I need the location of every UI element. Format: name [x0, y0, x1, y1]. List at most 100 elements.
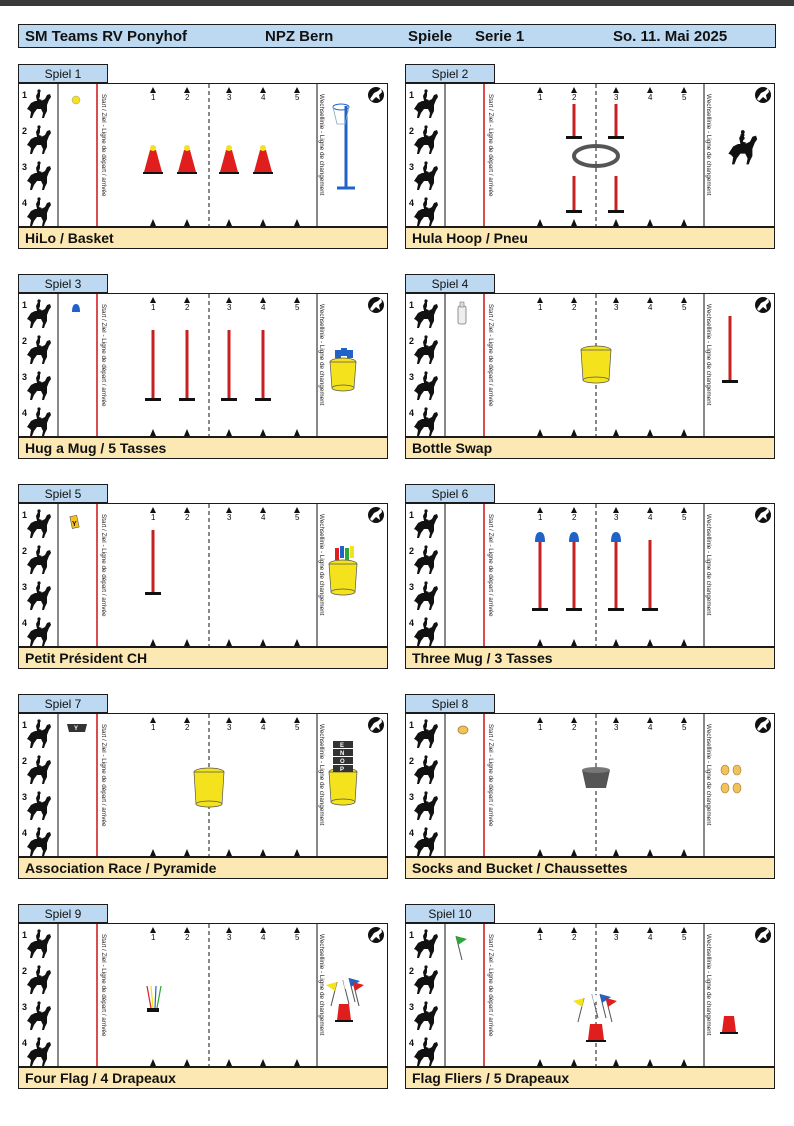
position-number: 4: [261, 933, 266, 942]
game-field-diagram: 1 2 3 4 Start / Ziel - Ligne de départ /…: [18, 503, 388, 647]
position-number: 1: [538, 303, 543, 312]
game-card: Spiel 10 1 2 3 4 Start / Ziel - Ligne de…: [405, 904, 775, 1092]
club-logo-icon: [368, 507, 384, 523]
horse-rider-icon: [27, 371, 51, 400]
start-line-label: Start / Ziel - Ligne de départ / arrivée: [100, 94, 107, 197]
horse-rider-icon: [414, 827, 438, 856]
header-series: Serie 1: [475, 27, 525, 45]
position-number: 4: [261, 93, 266, 102]
position-number: 4: [648, 723, 653, 732]
horse-rider-icon: [27, 161, 51, 190]
game-tab: Spiel 6: [405, 484, 495, 503]
start-line-label: Start / Ziel - Ligne de départ / arrivée: [100, 934, 107, 1037]
bucket-icon: [193, 767, 225, 808]
game-field-diagram: 1 2 3 4 Start / Ziel - Ligne de départ /…: [405, 503, 775, 647]
lane-number: 2: [22, 126, 27, 136]
horse-rider-icon: [414, 335, 438, 364]
horse-rider-icon: [414, 929, 438, 958]
horse-rider-icon: [27, 791, 51, 820]
position-number: 1: [151, 303, 156, 312]
flag-icon: [573, 997, 585, 1023]
position-number: 1: [538, 513, 543, 522]
horse-rider-icon: [27, 89, 51, 118]
cone-icon: [143, 145, 163, 174]
game-tab: Spiel 8: [405, 694, 495, 713]
lane-number: 1: [409, 930, 414, 940]
change-line-label: Wechsellinie - Ligne de changement: [705, 724, 712, 826]
lane-number: 1: [409, 90, 414, 100]
pyramid-box-icon: O: [333, 757, 353, 765]
game-title: Three Mug / 3 Tasses: [405, 647, 775, 669]
pyramid-box-icon: P: [333, 765, 353, 773]
game-title: Flag Fliers / 5 Drapeaux: [405, 1067, 775, 1089]
pole-icon: [608, 104, 624, 139]
horse-rider-icon: [414, 161, 438, 190]
game-tab: Spiel 3: [18, 274, 108, 293]
change-line-label: Wechsellinie - Ligne de changement: [318, 934, 325, 1036]
game-card: Spiel 2 1 2 3 4 Start / Ziel - Ligne de …: [405, 64, 775, 252]
position-number: 5: [295, 513, 300, 522]
lane-number: 1: [22, 90, 27, 100]
position-number: 5: [295, 723, 300, 732]
lane-number: 2: [409, 966, 414, 976]
lane-number: 4: [409, 408, 414, 418]
window-top-bar: [0, 0, 794, 6]
lane-number: 1: [22, 720, 27, 730]
horse-rider-icon: [414, 197, 438, 226]
lane-number: 1: [22, 510, 27, 520]
change-line-label: Wechsellinie - Ligne de changement: [705, 94, 712, 196]
start-line-label: Start / Ziel - Ligne de départ / arrivée: [100, 724, 107, 827]
lane-number: 3: [409, 582, 414, 592]
start-line-label: Start / Ziel - Ligne de départ / arrivée: [100, 304, 107, 407]
position-number: 1: [151, 93, 156, 102]
game-field-diagram: 1 2 3 4 Start / Ziel - Ligne de départ /…: [405, 293, 775, 437]
pole-icon: [179, 330, 195, 401]
lane-number: 4: [22, 1038, 27, 1048]
position-number: 5: [682, 933, 687, 942]
socks-icon: [720, 764, 742, 794]
rider-number: 3: [740, 132, 745, 142]
horse-rider-icon: [27, 755, 51, 784]
pole-icon: [221, 330, 237, 401]
lane-number: 2: [409, 756, 414, 766]
lane-number: 1: [409, 720, 414, 730]
position-number: 3: [227, 723, 232, 732]
bucket-icon: [329, 357, 357, 392]
horse-rider-icon: [27, 509, 51, 538]
start-line-label: Start / Ziel - Ligne de départ / arrivée: [487, 94, 494, 197]
lane-number: 1: [409, 510, 414, 520]
horse-rider-icon: [414, 581, 438, 610]
position-number: 2: [185, 723, 190, 732]
start-line-label: Start / Ziel - Ligne de départ / arrivée: [487, 304, 494, 407]
club-logo-icon: [755, 507, 771, 523]
lane-number: 2: [22, 546, 27, 556]
flags-icon: [335, 546, 354, 560]
pole-icon: [255, 330, 271, 401]
horse-rider-icon: [27, 1037, 51, 1066]
position-number: 4: [648, 513, 653, 522]
pole-icon: [566, 176, 582, 213]
lane-number: 2: [409, 546, 414, 556]
game-card: Spiel 1 1 2 3 4 Start / Ziel - Ligne de …: [18, 64, 388, 252]
pyramid-box-icon: N: [333, 749, 353, 757]
change-line-label: Wechsellinie - Ligne de changement: [318, 514, 325, 616]
position-number: 4: [261, 723, 266, 732]
flag-bundle-icon: [146, 985, 162, 1012]
position-number: 2: [572, 93, 577, 102]
horse-rider-icon: [414, 965, 438, 994]
horse-rider-icon: [414, 125, 438, 154]
lane-number: 3: [22, 1002, 27, 1012]
change-line-label: Wechsellinie - Ligne de changement: [318, 304, 325, 406]
cone-icon: [219, 145, 239, 174]
position-number: 4: [648, 93, 653, 102]
position-number: 2: [572, 513, 577, 522]
lane-number: 3: [409, 1002, 414, 1012]
change-line-label: Wechsellinie - Ligne de changement: [705, 304, 712, 406]
game-card: Spiel 6 1 2 3 4 Start / Ziel - Ligne de …: [405, 484, 775, 672]
mug-icon: [72, 304, 80, 312]
change-line-label: Wechsellinie - Ligne de changement: [318, 724, 325, 826]
game-card: Spiel 7 1 2 3 4 Start / Ziel - Ligne de …: [18, 694, 388, 882]
lane-number: 2: [409, 126, 414, 136]
position-number: 5: [682, 723, 687, 732]
lane-number: 3: [409, 792, 414, 802]
